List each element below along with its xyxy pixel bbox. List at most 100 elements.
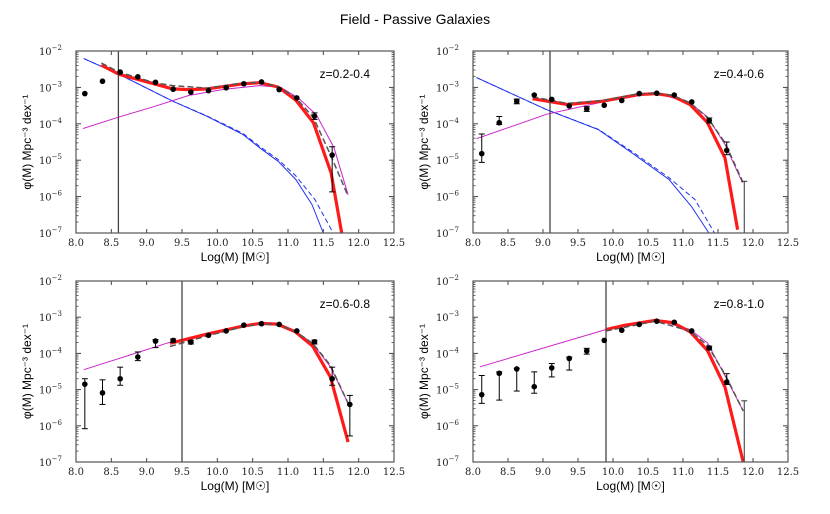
data-point	[117, 375, 123, 382]
x-tick-label: 8.5	[500, 238, 516, 249]
redshift-label: z=0.6-0.8	[320, 297, 371, 311]
x-tick-label: 11.0	[672, 467, 694, 478]
data-point	[496, 119, 503, 126]
x-tick-label: 9.5	[174, 467, 190, 478]
x-tick-label: 11.0	[277, 238, 299, 249]
x-tick-label: 12.5	[777, 238, 799, 249]
y-tick-exponent: −3	[52, 80, 62, 88]
y-tick-exponent: −7	[449, 455, 459, 463]
redshift-label: z=0.2-0.4	[320, 67, 371, 81]
figure-title: Field - Passive Galaxies	[340, 11, 490, 27]
y-tick-label: 10−7	[39, 226, 62, 240]
data-point	[135, 354, 141, 360]
data-point	[671, 319, 678, 326]
y-tick-label: 10−4	[436, 117, 460, 131]
x-tick-label: 8.5	[103, 238, 119, 249]
x-tick-label: 11.5	[312, 238, 334, 249]
data-point	[294, 328, 300, 334]
x-tick-label: 12.5	[777, 467, 799, 478]
x-axis-label: Log(M) [M☉]	[596, 250, 665, 264]
data-point	[548, 365, 555, 371]
y-tick-label: 10−3	[39, 310, 62, 324]
data-point	[531, 383, 538, 390]
y-tick-label: 10−7	[39, 455, 62, 469]
plot-area	[82, 51, 349, 233]
data-point	[513, 366, 520, 372]
y-tick-label: 10−7	[436, 226, 459, 240]
y-tick-label: 10−4	[436, 346, 460, 360]
panel-3: 8.0 8.5 9.0 9.5 10.0 10.5 11.0 11.5 12.0 12.5 10−7…	[20, 274, 405, 493]
data-point	[188, 339, 194, 345]
y-axis-label: φ(M) Mpc⁻³ dex⁻¹	[20, 94, 34, 189]
data-point	[618, 327, 625, 334]
data-point	[170, 86, 176, 93]
blue-component-dashed-line	[83, 58, 334, 233]
y-tick-label: 10−4	[39, 346, 63, 360]
data-point	[205, 87, 212, 94]
x-tick-label: 11.5	[707, 467, 729, 478]
data-point	[671, 92, 678, 98]
y-tick-exponent: −6	[449, 419, 460, 427]
x-tick-label: 9.0	[535, 238, 551, 249]
data-point	[329, 375, 335, 382]
x-tick-label: 12.5	[383, 467, 405, 478]
x-tick-label: 8.0	[465, 238, 481, 249]
x-axis-label: Log(M) [M☉]	[201, 250, 270, 264]
blue-component-dashed-line	[476, 77, 715, 233]
data-point	[583, 106, 590, 112]
x-tick-label: 9.0	[139, 238, 155, 249]
data-point	[478, 391, 485, 398]
y-tick-exponent: −2	[449, 44, 459, 52]
y-tick-label: 10−3	[436, 310, 459, 324]
data-point	[723, 147, 730, 154]
y-tick-exponent: −3	[449, 80, 459, 88]
y-tick-label: 10−3	[436, 80, 459, 94]
y-tick-exponent: −5	[449, 153, 459, 161]
data-point	[653, 318, 660, 324]
data-point	[152, 79, 159, 86]
y-tick-label: 10−6	[436, 190, 460, 204]
data-point	[223, 328, 229, 334]
data-point	[688, 99, 695, 105]
data-point	[513, 98, 520, 105]
y-tick-exponent: −5	[52, 383, 62, 391]
y-tick-label: 10−5	[436, 153, 459, 167]
plot-area	[476, 51, 748, 233]
data-point	[601, 337, 608, 344]
blue-component-line	[83, 58, 324, 233]
total-fit-line	[100, 63, 344, 233]
y-tick-exponent: −4	[52, 117, 63, 125]
total-fit-dashed-line	[605, 320, 744, 412]
data-point	[329, 152, 335, 158]
data-point	[706, 117, 713, 124]
x-tick-label: 9.5	[174, 238, 190, 249]
x-tick-label: 10.5	[242, 238, 264, 249]
total-fit-line	[605, 318, 745, 462]
x-tick-label: 10.5	[637, 238, 659, 249]
y-tick-exponent: −6	[52, 190, 63, 198]
y-tick-exponent: −6	[52, 419, 63, 427]
x-tick-label: 10.5	[637, 467, 659, 478]
y-tick-exponent: −5	[52, 153, 62, 161]
data-point	[241, 80, 247, 87]
total-fit-line	[169, 321, 350, 443]
x-tick-label: 12.0	[742, 238, 764, 249]
axes-frame	[75, 50, 395, 234]
data-point	[135, 74, 141, 80]
y-tick-exponent: −2	[52, 274, 62, 282]
total-fit-dashed-line	[532, 92, 744, 182]
data-point	[347, 401, 353, 408]
x-axis-label: Log(M) [M☉]	[201, 479, 270, 493]
passive-component-line	[479, 318, 744, 412]
x-tick-label: 8.0	[68, 238, 84, 249]
y-tick-label: 10−4	[39, 117, 63, 131]
axes-frame	[472, 280, 789, 463]
x-tick-label: 10.5	[242, 467, 264, 478]
x-tick-label: 12.5	[383, 238, 405, 249]
y-tick-label: 10−6	[436, 419, 460, 433]
data-point	[496, 370, 503, 377]
passive-component-line	[82, 85, 349, 195]
data-point	[723, 379, 730, 385]
axes-frame	[75, 280, 395, 463]
y-axis-label: φ(M) Mpc⁻³ dex⁻¹	[20, 324, 34, 419]
